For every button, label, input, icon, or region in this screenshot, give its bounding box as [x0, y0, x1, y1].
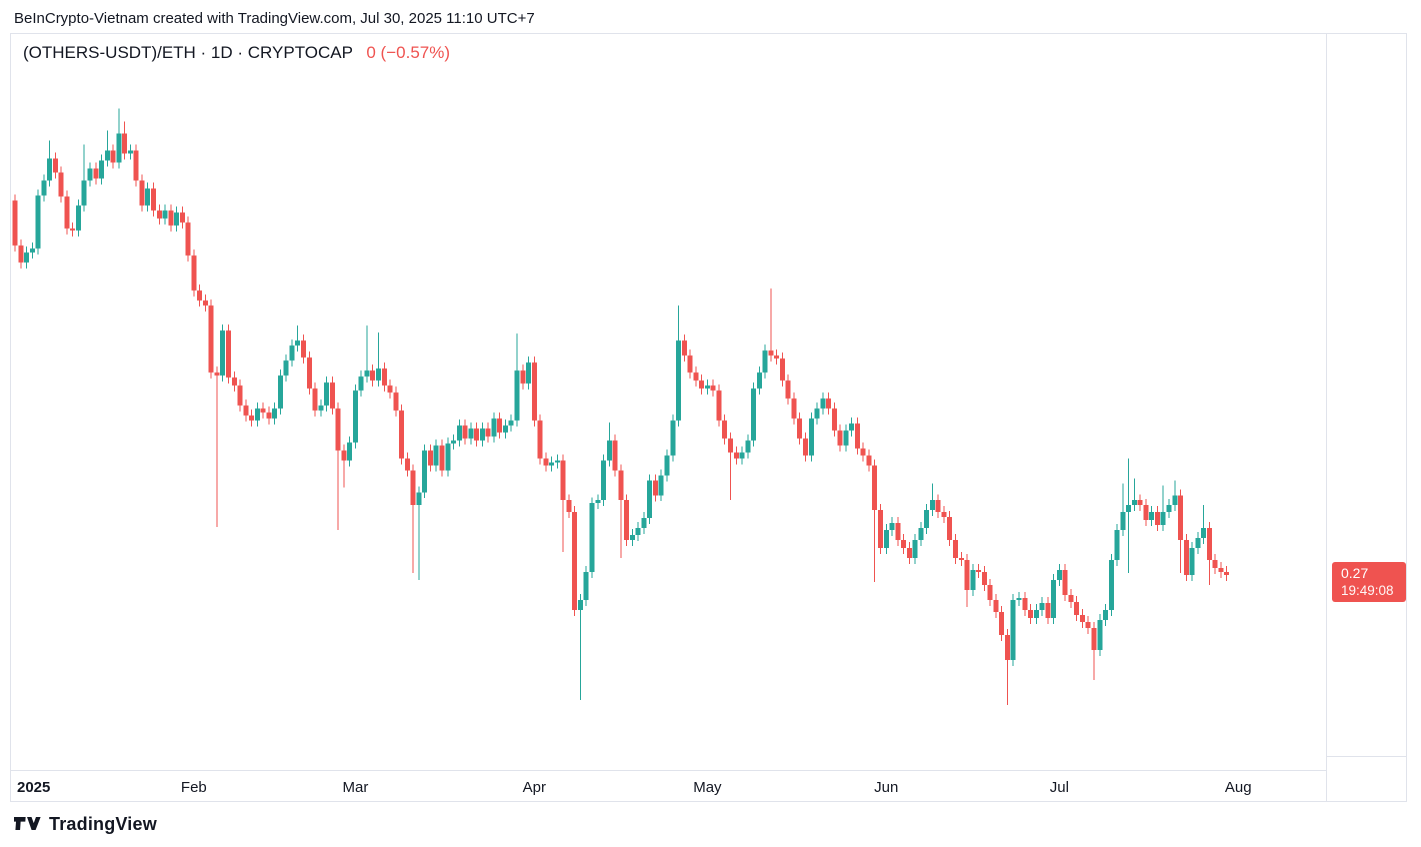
countdown-timer: 19:49:08: [1341, 583, 1394, 598]
candlestick-plot[interactable]: (OTHERS-USDT)/ETH · 1D · CRYPTOCAP 0 (−0…: [11, 34, 1327, 770]
attribution-text: BeInCrypto-Vietnam created with TradingV…: [14, 10, 535, 27]
x-axis-label: Apr: [522, 779, 546, 796]
x-axis-label: Feb: [180, 779, 207, 796]
time-axis[interactable]: 2025 Feb Mar Apr May Jun Jul Aug: [11, 770, 1326, 801]
price-axis-bottom-border: [1327, 756, 1407, 757]
price-axis-divider: [1326, 34, 1327, 801]
tradingview-wordmark[interactable]: TradingView: [49, 813, 157, 834]
x-axis-label: Mar: [342, 779, 369, 796]
price-change-text: 0 (−0.57%): [366, 43, 451, 62]
last-price-value: 0.27: [1341, 565, 1369, 581]
footer: TradingView: [14, 812, 157, 836]
chart-legend: (OTHERS-USDT)/ETH · 1D · CRYPTOCAP 0 (−0…: [23, 43, 450, 63]
last-price-badge: 0.27 19:49:08: [1332, 562, 1406, 602]
candlestick-canvas[interactable]: [11, 34, 1327, 770]
tradingview-logo-icon[interactable]: [14, 816, 41, 832]
x-axis-label: Aug: [1224, 779, 1252, 796]
symbol-title[interactable]: (OTHERS-USDT)/ETH · 1D · CRYPTOCAP: [23, 43, 353, 62]
x-axis-label: Jun: [874, 779, 899, 796]
price-axis[interactable]: 0.27 19:49:08: [1327, 34, 1407, 801]
x-axis-label: May: [693, 779, 722, 796]
x-axis-label: Jul: [1049, 779, 1069, 796]
x-axis-label: 2025: [17, 779, 51, 796]
chart-frame: (OTHERS-USDT)/ETH · 1D · CRYPTOCAP 0 (−0…: [10, 33, 1407, 802]
